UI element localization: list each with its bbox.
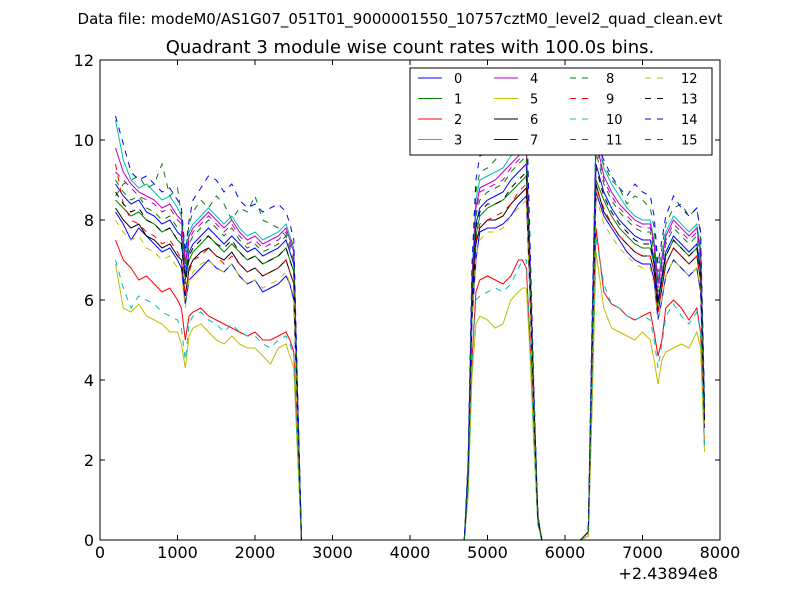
x-tick-label: 5000 [467,543,508,562]
series-15-line-segment [580,151,705,540]
series-12 [115,195,705,540]
legend-label-14: 14 [681,113,698,128]
series-15-line-segment [115,179,306,540]
y-tick-label: 6 [84,291,94,310]
x-tick-label: 6000 [545,543,586,562]
axis-ticks: 0 1000 2000 3000 4000 5000 6000 7000 80000246810… [74,51,741,562]
x-tick-label: 2000 [235,543,276,562]
chart-suptitle: Data file: modeM0/AS1G07_051T01_90000015… [78,10,723,29]
x-tick-label: 7000 [622,543,663,562]
series-12-line-segment [115,219,306,540]
series-10 [115,235,705,540]
series-1-line-segment [580,179,705,540]
y-tick-label: 0 [84,531,94,550]
series-13 [115,167,705,540]
series-5-line-segment [463,287,543,540]
series-2 [115,227,705,540]
legend-label-15: 15 [681,134,698,149]
series-15-line-segment [463,154,543,540]
x-tick-label: 4000 [390,543,431,562]
series-14-line-segment [115,115,306,540]
series-2-line-segment [580,227,705,540]
legend-label-13: 13 [681,93,698,108]
y-tick-label: 8 [84,211,94,230]
series-7-line-segment [115,183,306,540]
series-15 [115,151,705,540]
legend-label-0: 0 [454,72,462,87]
legend-label-11: 11 [606,134,623,149]
series-11-line-segment [580,143,705,540]
legend-label-12: 12 [681,72,698,87]
legend-label-9: 9 [606,93,614,108]
series-9 [115,163,705,540]
series-9-line-segment [463,182,543,540]
y-tick-label: 4 [84,371,94,390]
series-9-line-segment [580,187,705,540]
x-offset-label: +2.43894e8 [618,564,718,583]
legend-label-3: 3 [454,134,462,149]
series-12-line-segment [463,198,543,540]
series-8-line-segment [115,162,306,540]
x-tick-label: 1000 [157,543,198,562]
series-7-line-segment [580,163,705,540]
series-11-line-segment [115,171,306,540]
series-13-line-segment [580,167,705,540]
series-layer [115,99,705,540]
x-tick-label: 3000 [312,543,353,562]
series-9-line-segment [115,163,306,540]
series-13-line-segment [115,191,306,540]
y-tick-label: 10 [74,131,94,150]
series-10-line-segment [580,235,705,540]
x-tick-label: 8000 [700,543,741,562]
series-2-line-segment [463,259,543,540]
legend-label-4: 4 [530,72,538,87]
legend-box [409,67,713,156]
series-3-line-segment [115,119,306,540]
series-13-line-segment [463,170,543,540]
series-10-line-segment [115,259,306,540]
legend-label-8: 8 [606,72,614,87]
series-2-line-segment [115,239,306,540]
y-tick-label: 2 [84,451,94,470]
x-tick-label: 0 [95,543,105,562]
series-12-line-segment [580,195,705,540]
legend-label-1: 1 [454,93,462,108]
legend-label-6: 6 [530,113,538,128]
legend-label-10: 10 [606,113,623,128]
series-5-line-segment [580,251,705,540]
legend-label-2: 2 [454,113,462,128]
legend-label-5: 5 [530,93,538,108]
series-5 [115,251,705,540]
series-10-line-segment [463,259,543,540]
legend-label-7: 7 [530,134,538,149]
chart-title: Quadrant 3 module wise count rates with … [166,37,655,58]
series-5-line-segment [115,263,306,540]
y-tick-label: 12 [74,51,94,70]
series-4-line-segment [115,147,306,540]
